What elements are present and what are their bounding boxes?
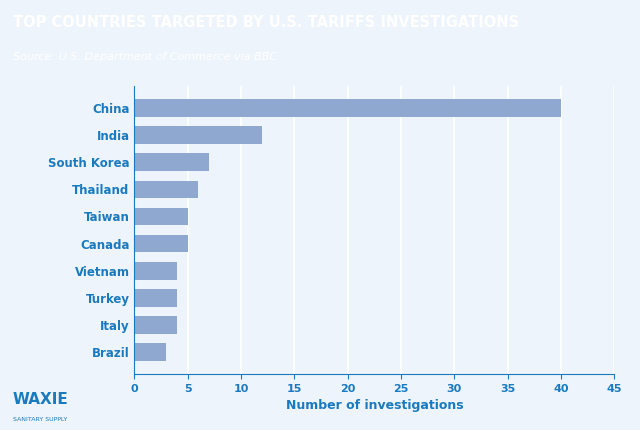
Bar xyxy=(134,154,209,171)
Bar xyxy=(134,262,177,280)
Bar xyxy=(134,208,188,225)
Bar xyxy=(134,235,188,252)
Text: SANITARY SUPPLY: SANITARY SUPPLY xyxy=(13,417,67,422)
Bar xyxy=(134,316,177,334)
Bar xyxy=(134,126,262,144)
X-axis label: Number of investigations: Number of investigations xyxy=(285,399,463,412)
Text: WAXIE: WAXIE xyxy=(13,393,68,407)
Bar xyxy=(134,289,177,307)
Text: Source: U.S. Department of Commerce via BBC: Source: U.S. Department of Commerce via … xyxy=(13,52,277,62)
Bar xyxy=(134,181,198,198)
Text: TOP COUNTRIES TARGETED BY U.S. TARIFFS INVESTIGATIONS: TOP COUNTRIES TARGETED BY U.S. TARIFFS I… xyxy=(13,15,519,30)
Bar xyxy=(134,99,561,117)
Bar xyxy=(134,344,166,361)
